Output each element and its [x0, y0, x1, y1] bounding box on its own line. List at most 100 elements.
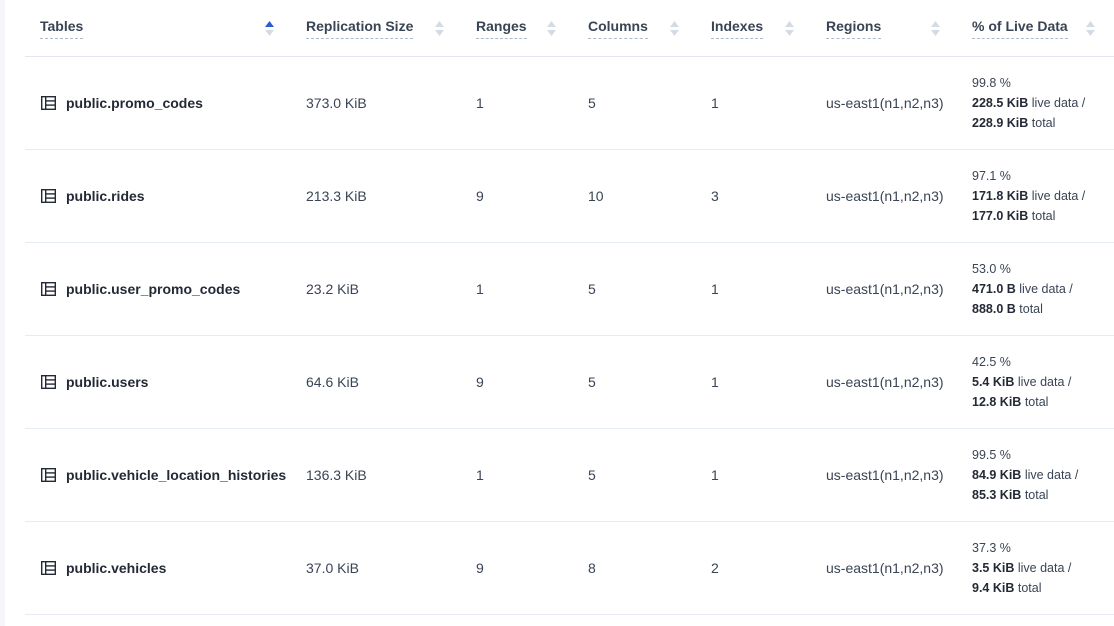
total-data-size: 9.4 KiB total [972, 581, 1042, 595]
table-row[interactable]: public.vehicle_location_histories 136.3 … [25, 429, 1114, 522]
table-name-cell: public.rides [25, 188, 293, 204]
sort-icon[interactable] [1085, 20, 1096, 37]
replication-size-cell: 37.0 KiB [306, 560, 359, 576]
indexes-cell: 1 [711, 281, 719, 297]
columns-cell: 8 [588, 560, 596, 576]
live-data-percent: 53.0 % [972, 262, 1011, 276]
live-data-cell: 37.3 % 3.5 KiB live data / 9.4 KiB total [959, 538, 1114, 598]
table-icon [40, 188, 57, 204]
live-data-cell: 53.0 % 471.0 B live data / 888.0 B total [959, 259, 1114, 319]
column-header-tables[interactable]: Tables [25, 0, 293, 56]
table-header-row: Tables Replication Size Ranges [25, 0, 1114, 57]
live-data-percent: 99.8 % [972, 76, 1011, 90]
table-name-link[interactable]: public.rides [66, 188, 145, 204]
column-header-columns-label: Columns [588, 18, 648, 39]
live-data-size: 84.9 KiB live data / [972, 468, 1079, 482]
regions-cell: us-east1(n1,n2,n3) [826, 467, 944, 483]
sort-asc-icon[interactable] [264, 20, 275, 37]
column-header-tables-label: Tables [40, 18, 84, 39]
column-header-replication-size-label: Replication Size [306, 18, 414, 39]
ranges-cell: 9 [476, 560, 484, 576]
ranges-cell: 1 [476, 281, 484, 297]
total-data-size: 177.0 KiB total [972, 209, 1056, 223]
regions-cell: us-east1(n1,n2,n3) [826, 281, 944, 297]
table-icon [40, 560, 57, 576]
live-data-size: 5.4 KiB live data / [972, 375, 1072, 389]
indexes-cell: 2 [711, 560, 719, 576]
indexes-cell: 1 [711, 95, 719, 111]
replication-size-cell: 136.3 KiB [306, 467, 367, 483]
table-name-cell: public.vehicle_location_histories [25, 467, 293, 483]
table-name-link[interactable]: public.vehicles [66, 560, 167, 576]
live-data-percent: 97.1 % [972, 169, 1011, 183]
table-row[interactable]: public.promo_codes 373.0 KiB 1 5 1 us-ea… [25, 57, 1114, 150]
table-name-link[interactable]: public.vehicle_location_histories [66, 467, 287, 483]
ranges-cell: 1 [476, 95, 484, 111]
live-data-percent: 42.5 % [972, 355, 1011, 369]
sort-icon[interactable] [784, 20, 795, 37]
ranges-cell: 9 [476, 188, 484, 204]
table-row[interactable]: public.rides 213.3 KiB 9 10 3 us-east1(n… [25, 150, 1114, 243]
table-name-link[interactable]: public.user_promo_codes [66, 281, 241, 297]
replication-size-cell: 373.0 KiB [306, 95, 367, 111]
column-header-regions-label: Regions [826, 18, 882, 39]
columns-cell: 10 [588, 188, 604, 204]
live-data-percent: 37.3 % [972, 541, 1011, 555]
total-data-size: 888.0 B total [972, 302, 1043, 316]
table-row[interactable]: public.vehicles 37.0 KiB 9 8 2 us-east1(… [25, 522, 1114, 615]
columns-cell: 5 [588, 281, 596, 297]
column-header-replication-size[interactable]: Replication Size [293, 0, 463, 56]
columns-cell: 5 [588, 467, 596, 483]
regions-cell: us-east1(n1,n2,n3) [826, 374, 944, 390]
regions-cell: us-east1(n1,n2,n3) [826, 95, 944, 111]
sort-icon[interactable] [930, 20, 941, 37]
live-data-size: 471.0 B live data / [972, 282, 1073, 296]
table-row[interactable]: public.user_promo_codes 23.2 KiB 1 5 1 u… [25, 243, 1114, 336]
table-name-link[interactable]: public.promo_codes [66, 95, 203, 111]
column-header-ranges-label: Ranges [476, 18, 527, 39]
regions-cell: us-east1(n1,n2,n3) [826, 188, 944, 204]
table-name-link[interactable]: public.users [66, 374, 149, 390]
table-icon [40, 281, 57, 297]
column-header-regions[interactable]: Regions [813, 0, 959, 56]
replication-size-cell: 64.6 KiB [306, 374, 359, 390]
live-data-cell: 99.8 % 228.5 KiB live data / 228.9 KiB t… [959, 73, 1114, 133]
column-header-indexes-label: Indexes [711, 18, 764, 39]
ranges-cell: 1 [476, 467, 484, 483]
table-name-cell: public.users [25, 374, 293, 390]
column-header-indexes[interactable]: Indexes [698, 0, 813, 56]
indexes-cell: 1 [711, 374, 719, 390]
live-data-size: 171.8 KiB live data / [972, 189, 1086, 203]
column-header-live-data[interactable]: % of Live Data [959, 0, 1114, 56]
live-data-cell: 99.5 % 84.9 KiB live data / 85.3 KiB tot… [959, 445, 1114, 505]
table-name-cell: public.vehicles [25, 560, 293, 576]
columns-cell: 5 [588, 374, 596, 390]
replication-size-cell: 23.2 KiB [306, 281, 359, 297]
column-header-live-data-label: % of Live Data [972, 18, 1068, 39]
live-data-cell: 97.1 % 171.8 KiB live data / 177.0 KiB t… [959, 166, 1114, 226]
table-row[interactable]: public.users 64.6 KiB 9 5 1 us-east1(n1,… [25, 336, 1114, 429]
table-icon [40, 95, 57, 111]
tables-list: Tables Replication Size Ranges [25, 0, 1114, 615]
total-data-size: 12.8 KiB total [972, 395, 1049, 409]
table-name-cell: public.promo_codes [25, 95, 293, 111]
live-data-size: 228.5 KiB live data / [972, 96, 1086, 110]
table-name-cell: public.user_promo_codes [25, 281, 293, 297]
replication-size-cell: 213.3 KiB [306, 188, 367, 204]
regions-cell: us-east1(n1,n2,n3) [826, 560, 944, 576]
indexes-cell: 3 [711, 188, 719, 204]
sort-icon[interactable] [434, 20, 445, 37]
column-header-columns[interactable]: Columns [575, 0, 698, 56]
live-data-cell: 42.5 % 5.4 KiB live data / 12.8 KiB tota… [959, 352, 1114, 412]
column-header-ranges[interactable]: Ranges [463, 0, 575, 56]
columns-cell: 5 [588, 95, 596, 111]
live-data-size: 3.5 KiB live data / [972, 561, 1072, 575]
total-data-size: 85.3 KiB total [972, 488, 1049, 502]
ranges-cell: 9 [476, 374, 484, 390]
indexes-cell: 1 [711, 467, 719, 483]
live-data-percent: 99.5 % [972, 448, 1011, 462]
page-edge [0, 0, 5, 626]
sort-icon[interactable] [669, 20, 680, 37]
sort-icon[interactable] [546, 20, 557, 37]
table-icon [40, 467, 57, 483]
